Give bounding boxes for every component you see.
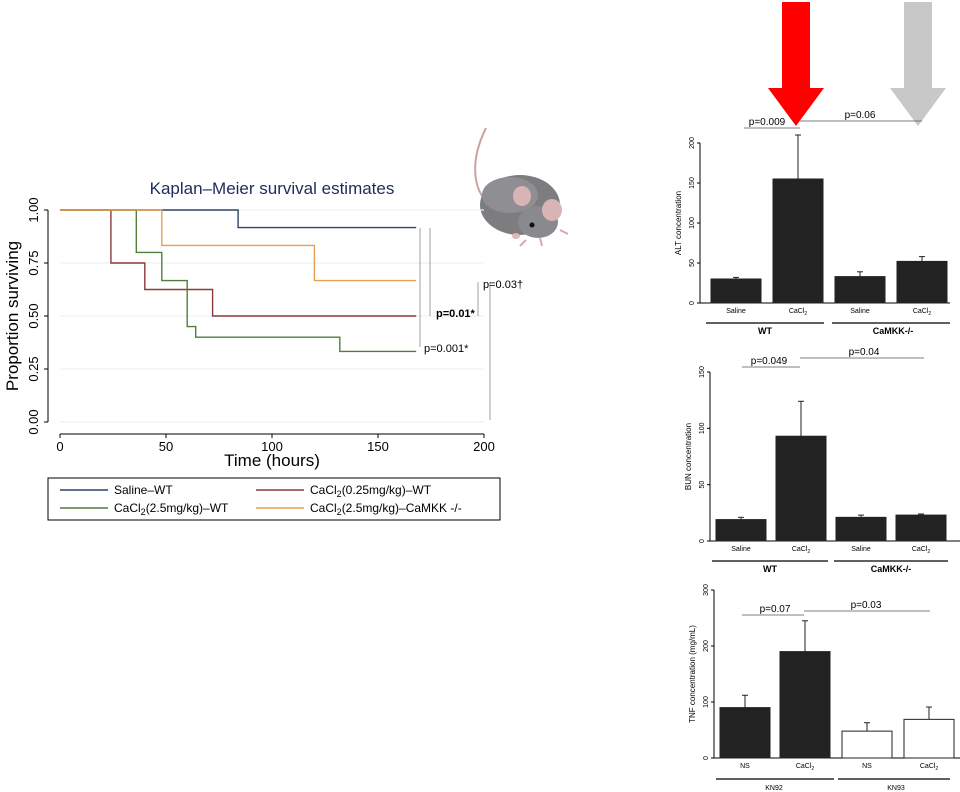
survival-curve — [60, 209, 417, 353]
y-tick-label: 0.50 — [26, 303, 41, 328]
y-tick-label: 300 — [703, 584, 710, 596]
legend-entry: CaCl2(2.5mg/kg)–WT — [114, 501, 229, 517]
y-tick-label: 200 — [689, 137, 696, 149]
group-label: KN93 — [887, 785, 905, 792]
p-value-label: p=0.06 — [845, 110, 876, 121]
tnf-bar-chart: 0 100 200 300 TNF concentration (mg/mL) NS CaC… — [688, 584, 960, 792]
x-tick-label: CaCl2 — [913, 308, 932, 317]
x-tick-label: 200 — [473, 439, 495, 454]
bar — [895, 514, 947, 542]
x-tick-label: 100 — [261, 439, 283, 454]
chart-title: Kaplan–Meier survival estimates — [150, 179, 395, 198]
bun-bar-chart: 0 50 100 150 BUN concentration Saline CaCl2 Sal… — [684, 347, 960, 574]
x-tick-label: CaCl2 — [796, 763, 815, 772]
x-tick-label: 150 — [367, 439, 389, 454]
p-value-annotation: p=0.03† — [483, 279, 523, 291]
alt-bar-chart: 0 50 100 150 200 ALT concentration Saline CaCl2… — [674, 110, 950, 336]
y-tick-label: 0 — [689, 301, 696, 305]
x-tick-label: NS — [740, 763, 750, 770]
group-label: CaMKK-/- — [873, 326, 914, 336]
p-value-annotation: p=0.01* — [436, 308, 476, 320]
x-axis-label: Time (hours) — [224, 451, 320, 470]
x-tick-label: CaCl2 — [920, 763, 939, 772]
bar — [834, 276, 886, 304]
y-tick-label: 150 — [689, 177, 696, 189]
group-label: CaMKK-/- — [871, 564, 912, 574]
x-tick-label: CaCl2 — [792, 546, 811, 555]
bar — [710, 278, 762, 304]
survival-curve — [60, 209, 417, 282]
y-tick-label: 0 — [703, 756, 710, 760]
legend: Saline–WT CaCl2(0.25mg/kg)–WT CaCl2(2.5mg/… — [60, 483, 462, 517]
bar — [775, 435, 827, 542]
x-tick-label: Saline — [731, 546, 751, 553]
y-tick-label: 0.75 — [26, 250, 41, 275]
bar — [772, 178, 824, 304]
y-axis-label: TNF concentration (mg/mL) — [688, 625, 697, 723]
bar — [715, 519, 767, 542]
p-value-annotation: p=0.001* — [424, 343, 469, 355]
y-tick-label: 150 — [699, 366, 706, 378]
y-axis-label: ALT concentration — [674, 191, 683, 255]
group-label: KN92 — [765, 785, 783, 792]
legend-entry: CaCl2(0.25mg/kg)–WT — [310, 483, 432, 499]
group-label: WT — [758, 326, 772, 336]
kaplan-meier-chart: Kaplan–Meier survival estimates 0.00 0.25… — [3, 179, 523, 521]
y-tick-label: 100 — [699, 422, 706, 434]
legend-entry: CaCl2(2.5mg/kg)–CaMKK -/- — [310, 501, 462, 517]
y-tick-label: 0 — [699, 539, 706, 543]
x-tick-label: CaCl2 — [912, 546, 931, 555]
bar — [835, 516, 887, 542]
survival-curve — [60, 209, 417, 229]
bar — [841, 730, 893, 759]
bar — [719, 707, 771, 759]
mouse-illustration — [474, 127, 569, 247]
x-tick-label: NS — [862, 763, 872, 770]
legend-box — [47, 477, 501, 521]
y-tick-label: 1.00 — [26, 197, 41, 222]
y-tick-label: 100 — [689, 217, 696, 229]
y-tick-label: 0.25 — [26, 356, 41, 381]
p-value-label: p=0.07 — [760, 604, 791, 615]
gray-arrow — [890, 2, 946, 126]
x-tick-label: Saline — [850, 308, 870, 315]
p-value-label: p=0.009 — [749, 117, 786, 128]
y-axis-label: BUN concentration — [684, 423, 693, 490]
red-arrow — [768, 2, 824, 126]
x-tick-label: Saline — [726, 308, 746, 315]
bar — [903, 718, 955, 759]
bar — [779, 651, 831, 759]
p-value-label: p=0.049 — [751, 356, 788, 367]
x-tick-label: Saline — [851, 546, 871, 553]
x-tick-label: CaCl2 — [789, 308, 808, 317]
x-tick-label: 50 — [159, 439, 173, 454]
legend-entry: Saline–WT — [114, 483, 173, 497]
y-tick-label: 50 — [689, 259, 696, 267]
survival-curve — [60, 209, 417, 317]
y-tick-label: 100 — [703, 696, 710, 708]
x-tick-label: 0 — [56, 439, 63, 454]
y-tick-label: 0.00 — [26, 409, 41, 434]
p-value-label: p=0.03 — [851, 600, 882, 611]
y-tick-label: 200 — [703, 640, 710, 652]
y-tick-label: 50 — [699, 481, 706, 489]
p-value-label: p=0.04 — [849, 347, 880, 358]
bar — [896, 260, 948, 304]
group-label: WT — [763, 564, 777, 574]
y-axis-label: Proportion surviving — [3, 241, 22, 391]
